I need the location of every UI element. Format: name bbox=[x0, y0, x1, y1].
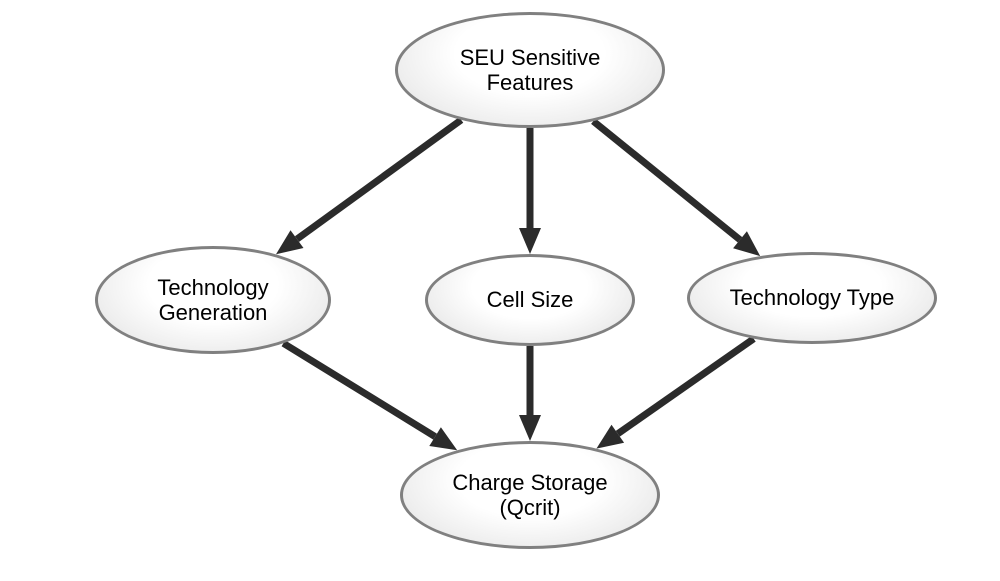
arrowhead-root-techtype bbox=[733, 231, 760, 256]
arrowhead-techgen-qcrit bbox=[429, 427, 457, 450]
edge-techtype-qcrit bbox=[618, 339, 754, 434]
edge-root-techgen bbox=[297, 120, 461, 239]
arrowhead-cell-qcrit bbox=[519, 415, 541, 441]
node-root: SEU Sensitive Features bbox=[395, 12, 665, 128]
node-label-techtype: Technology Type bbox=[720, 285, 905, 310]
node-qcrit: Charge Storage (Qcrit) bbox=[400, 441, 660, 549]
node-label-qcrit: Charge Storage (Qcrit) bbox=[442, 470, 617, 521]
arrowhead-techtype-qcrit bbox=[596, 425, 624, 449]
arrowhead-root-cell bbox=[519, 228, 541, 254]
node-techtype: Technology Type bbox=[687, 252, 937, 344]
edge-root-techtype bbox=[593, 121, 740, 240]
arrowhead-root-techgen bbox=[276, 230, 304, 254]
node-label-techgen: Technology Generation bbox=[147, 275, 278, 326]
edge-techgen-qcrit bbox=[283, 343, 435, 436]
node-techgen: Technology Generation bbox=[95, 246, 331, 354]
node-label-cell: Cell Size bbox=[477, 287, 584, 312]
node-cell: Cell Size bbox=[425, 254, 635, 346]
diagram-canvas: SEU Sensitive Features Technology Generat… bbox=[0, 0, 1000, 581]
node-label-root: SEU Sensitive Features bbox=[450, 45, 611, 96]
